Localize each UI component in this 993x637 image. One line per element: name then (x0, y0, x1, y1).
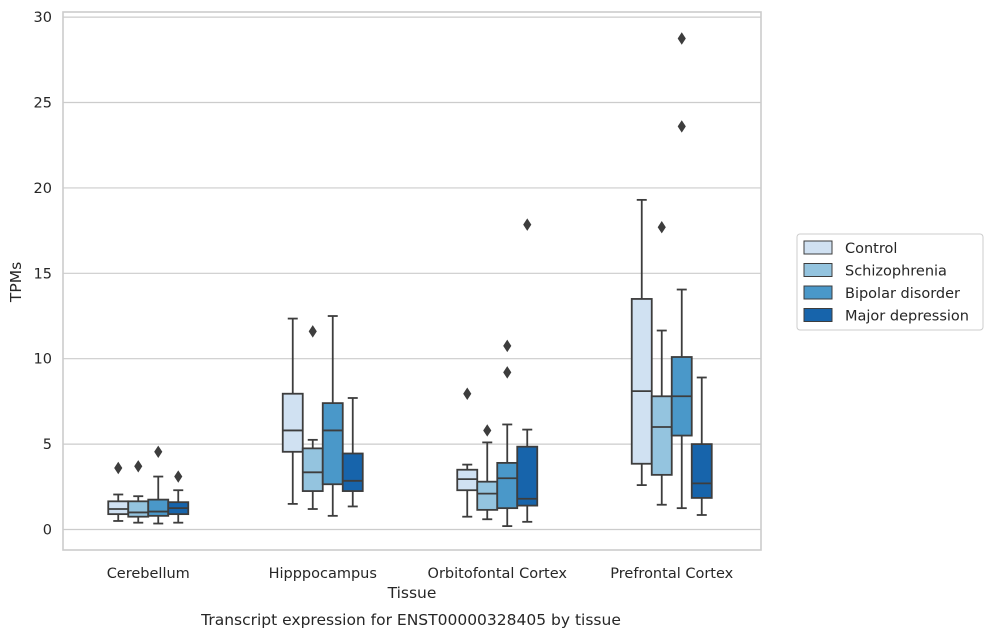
y-tick-labels: 0 5 10 15 20 25 30 (34, 10, 52, 538)
box-3-2 (670, 32, 693, 510)
box-2-3 (516, 218, 539, 523)
box-0-3 (167, 470, 190, 524)
box-iqr (690, 443, 713, 499)
outlier-point (523, 218, 532, 231)
y-tick-label: 20 (34, 181, 52, 197)
box-0-2 (147, 445, 170, 525)
outlier-point (483, 424, 492, 437)
legend-frame (796, 233, 984, 331)
x-axis-label: Tissue (387, 584, 437, 602)
box-iqr (147, 498, 170, 517)
chart-caption: Transcript expression for ENST0000032840… (200, 611, 621, 629)
box-groups (107, 32, 713, 527)
legend-swatch (803, 263, 833, 277)
x-tick-label: Prefrontal Cortex (610, 566, 733, 582)
outlier-point (503, 366, 512, 379)
legend-swatch (803, 240, 833, 255)
outlier-point (114, 461, 123, 475)
box-3-0 (630, 198, 653, 486)
box-0-0 (107, 461, 130, 522)
legend-label: Control (845, 241, 897, 257)
box-1-3 (341, 397, 364, 508)
box-iqr (321, 402, 344, 486)
y-tick-label: 15 (34, 266, 52, 282)
box-iqr (630, 298, 653, 465)
outlier-point (134, 460, 143, 473)
box-2-0 (456, 387, 479, 518)
y-tick-label: 30 (34, 10, 52, 26)
legend-label: Major depression (845, 309, 969, 325)
box-iqr (476, 480, 499, 511)
outlier-point (677, 120, 686, 133)
x-tick-label: Cerebellum (107, 566, 190, 582)
x-tick-label: Hipppocampus (269, 566, 377, 582)
outlier-point (503, 339, 512, 353)
box-iqr (281, 392, 304, 453)
y-tick-label: 0 (43, 523, 52, 539)
outlier-point (308, 325, 317, 338)
legend: Control Schizophrenia Bipolar disorder Majo… (796, 233, 984, 331)
box-iqr (301, 447, 324, 492)
box-iqr (341, 452, 364, 492)
y-axis-label: TPMs (7, 262, 25, 303)
outlier-point (463, 387, 472, 400)
plot-frame (62, 11, 762, 551)
box-1-0 (281, 317, 304, 505)
box-iqr (107, 500, 130, 516)
box-iqr (516, 445, 539, 507)
legend-swatch (803, 285, 833, 300)
legend-label: Schizophrenia (845, 264, 947, 280)
y-tick-label: 5 (43, 437, 52, 453)
outlier-point (657, 220, 666, 234)
x-tick-labels: Cerebellum Hipppocampus Orbitofontal Corte… (107, 566, 734, 582)
y-tick-label: 10 (34, 352, 52, 368)
box-1-2 (321, 315, 344, 517)
outlier-point (154, 445, 163, 459)
box-iqr (127, 500, 150, 518)
box-2-1 (476, 424, 499, 521)
grid-lines (63, 16, 761, 531)
box-3-1 (650, 220, 673, 506)
outlier-point (677, 32, 686, 45)
x-tick-label: Orbitofontal Cortex (428, 566, 568, 582)
legend-swatch (803, 308, 833, 322)
legend-label: Bipolar disorder (845, 286, 960, 302)
y-tick-label: 25 (34, 96, 52, 112)
box-iqr (650, 395, 673, 476)
box-3-3 (690, 376, 713, 516)
outlier-point (174, 470, 183, 483)
box-iqr (496, 461, 519, 510)
box-0-1 (127, 460, 150, 524)
